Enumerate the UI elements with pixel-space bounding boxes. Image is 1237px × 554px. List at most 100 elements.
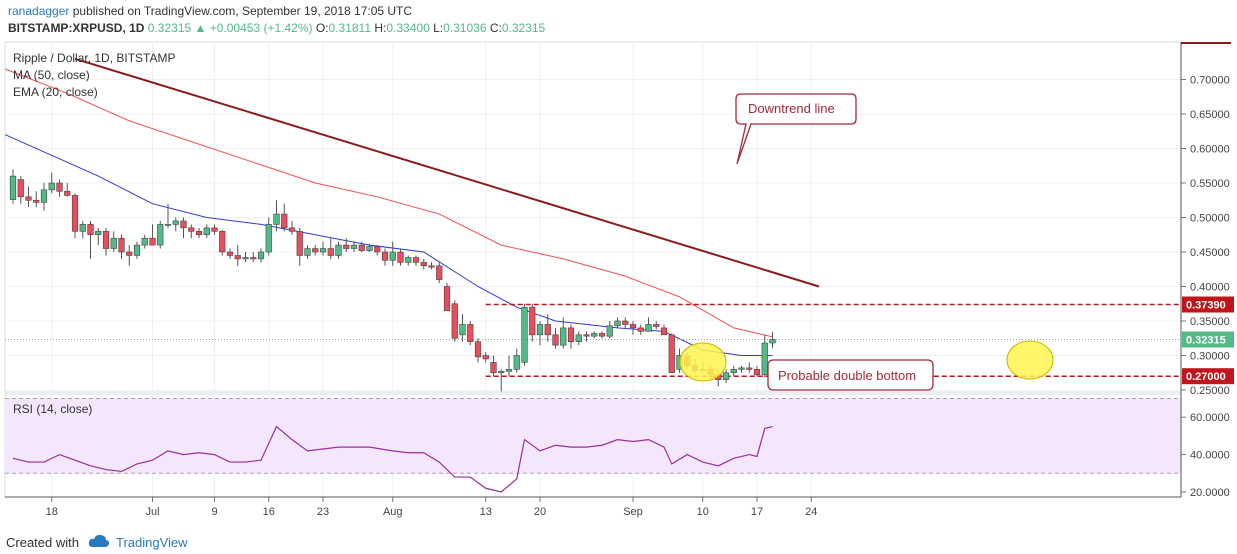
tradingview-link[interactable]: TradingView: [116, 535, 188, 550]
candle: [319, 241, 327, 256]
candle-body: [730, 368, 737, 374]
candle: [560, 317, 567, 349]
candle: [164, 203, 172, 228]
downtrend-line: [74, 57, 820, 288]
candle-body: [234, 255, 241, 260]
price-axis-label: 0.45000: [1190, 247, 1230, 259]
candle-body: [157, 224, 164, 246]
downtrend-callout: [735, 93, 857, 165]
candle-body: [490, 362, 497, 374]
candle-body: [40, 189, 48, 203]
candle: [722, 369, 730, 384]
rsi-axis-label: 20.0000: [1190, 487, 1230, 499]
low-label: L:: [433, 21, 444, 35]
candle: [64, 183, 71, 197]
candle: [219, 229, 226, 256]
candle-body: [552, 334, 559, 346]
price-change: ▲ +0.00453 (+1.42%): [194, 21, 313, 35]
high-value: 0.33400: [386, 21, 430, 35]
candle: [374, 245, 381, 256]
candle-body: [343, 244, 350, 249]
symbol-line: BITSTAMP:XRPUSD, 1D 0.32315 ▲ +0.00453 (…: [8, 21, 545, 35]
candle: [17, 176, 24, 204]
candle: [110, 231, 117, 252]
candle-body: [521, 306, 528, 363]
candle: [746, 362, 753, 373]
legend-ma: MA (50, close): [13, 68, 90, 82]
candle-body: [25, 196, 32, 201]
candle: [226, 248, 234, 259]
candle: [459, 314, 466, 342]
price-axis-label: 0.40000: [1190, 282, 1230, 294]
rsi-line: [12, 425, 773, 493]
candle: [157, 220, 164, 249]
candle: [451, 300, 458, 342]
candle-body: [87, 224, 94, 236]
candle-body: [350, 244, 358, 249]
candle-body: [265, 224, 272, 253]
footer: Created with TradingView: [0, 530, 1237, 554]
candle: [645, 317, 652, 332]
chart-area[interactable]: Downtrend line Probable double bottom 0.…: [0, 40, 1237, 526]
candle: [273, 200, 280, 232]
candle-body: [95, 231, 102, 236]
candle: [180, 217, 187, 239]
candle: [428, 262, 435, 270]
candle: [769, 332, 776, 349]
candle: [95, 227, 102, 246]
price-chart-svg[interactable]: Downtrend line Probable double bottom 0.…: [0, 40, 1237, 526]
candle-body: [164, 224, 172, 226]
candle-body: [575, 334, 582, 342]
candle: [738, 365, 745, 373]
candle: [505, 355, 513, 377]
last-price: 0.32315: [147, 21, 192, 35]
candle: [443, 283, 451, 311]
candle: [397, 248, 404, 266]
support-price-label-bg: [1182, 368, 1234, 385]
candle: [48, 172, 55, 194]
candle-body: [102, 231, 110, 249]
candle-body: [211, 227, 218, 232]
legend-title: Ripple / Dollar, 1D, BITSTAMP: [13, 51, 176, 65]
publish-line: ranadagger published on TradingView.com,…: [8, 4, 412, 18]
candle: [583, 331, 590, 342]
candle: [25, 186, 32, 208]
candle-body: [180, 220, 187, 229]
candle-body: [335, 244, 342, 256]
candle-body: [645, 324, 652, 332]
published-text: published on TradingView.com, September …: [72, 4, 413, 18]
author-link[interactable]: ranadagger: [8, 4, 70, 18]
rsi-axis-label: 60.0000: [1190, 412, 1230, 424]
support-price-label: 0.27000: [1186, 371, 1226, 383]
candle: [668, 333, 675, 374]
candle-body: [319, 248, 327, 253]
candle: [482, 352, 489, 363]
candle-body: [188, 227, 195, 232]
ma50-line: [5, 68, 773, 338]
candle-body: [250, 257, 257, 260]
candle-body: [219, 231, 226, 253]
candle-body: [126, 251, 133, 256]
candle: [730, 365, 737, 377]
candle-body: [133, 244, 141, 256]
price-axis-label: 0.55000: [1190, 178, 1230, 190]
candle: [211, 224, 218, 235]
time-axis-label: 20: [534, 506, 546, 518]
candle: [622, 317, 629, 328]
price-axis-label: 0.65000: [1190, 109, 1230, 121]
candle-body: [482, 355, 489, 360]
candle-body: [389, 251, 396, 261]
candle-body: [381, 251, 389, 261]
double-bottom-marker-2: [1006, 340, 1054, 380]
candle: [288, 220, 296, 235]
candle-body: [397, 251, 404, 263]
candle: [188, 224, 195, 239]
candle-body: [443, 286, 451, 311]
candle: [335, 241, 342, 259]
time-axis-label: Jul: [145, 506, 159, 518]
double-bottom-label: Probable double bottom: [778, 368, 916, 383]
candle-body: [567, 327, 575, 342]
candle: [389, 241, 396, 266]
candle-body: [273, 213, 280, 225]
candle: [133, 241, 141, 259]
